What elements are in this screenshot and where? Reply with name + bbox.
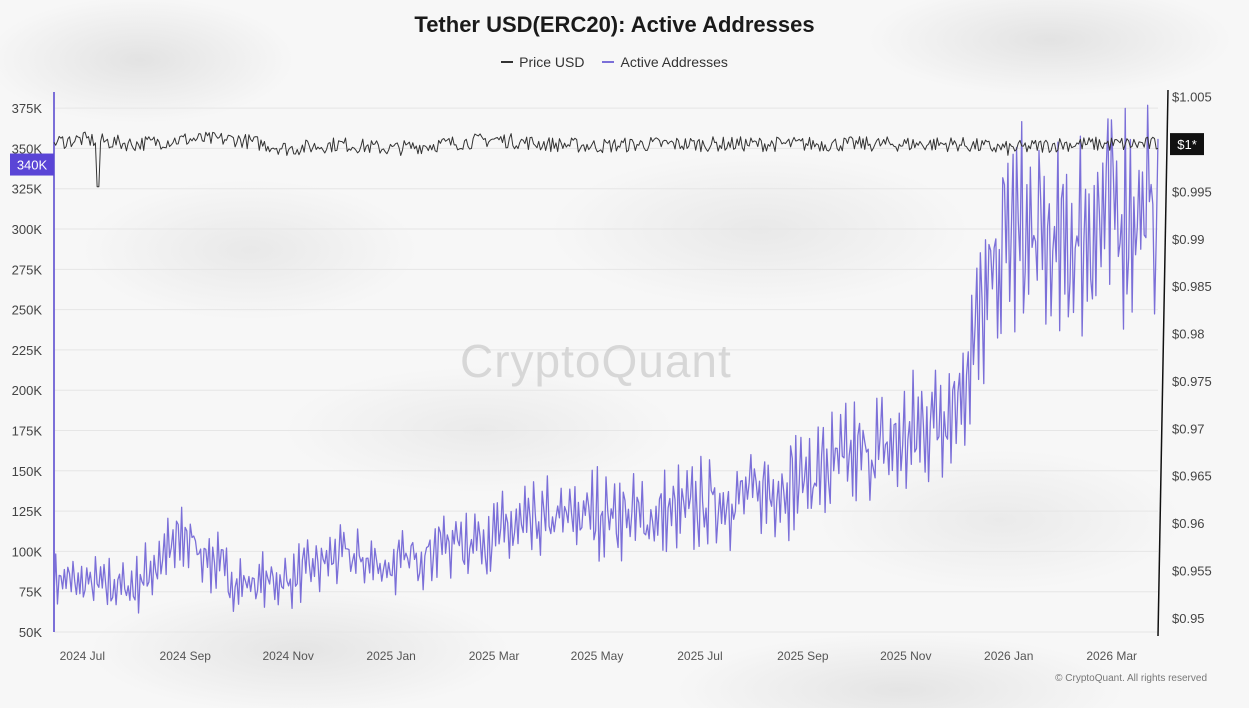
y-left-tick-label: 50K bbox=[19, 625, 42, 640]
y-left-tick-label: 100K bbox=[12, 544, 43, 559]
x-tick-label: 2024 Nov bbox=[262, 649, 313, 663]
y-right-tick-label: $0.99 bbox=[1172, 232, 1205, 247]
y-right-tick-label: $0.95 bbox=[1172, 611, 1205, 626]
x-tick-label: 2026 Mar bbox=[1086, 649, 1137, 663]
y-right-tick-label: $0.955 bbox=[1172, 563, 1212, 578]
series-price-usd-line bbox=[53, 131, 1159, 188]
legend: Price USD Active Addresses bbox=[0, 54, 1229, 70]
y-left-tick-label: 150K bbox=[12, 464, 43, 479]
y-right-tick-label: $0.96 bbox=[1172, 516, 1205, 531]
y-right-tick-label: $1.005 bbox=[1172, 90, 1212, 105]
y-left-tick-label: 350K bbox=[12, 141, 43, 156]
chart-title: Tether USD(ERC20): Active Addresses bbox=[414, 12, 815, 37]
legend-label-price: Price USD bbox=[519, 54, 585, 70]
watermark: CryptoQuant bbox=[460, 335, 732, 387]
current-value-badge-right bbox=[1170, 133, 1204, 156]
legend-item-active-addresses[interactable]: Active Addresses bbox=[602, 54, 728, 70]
y-right-tick-label: $0.98 bbox=[1172, 327, 1205, 342]
x-tick-label: 2025 Jul bbox=[677, 649, 722, 663]
x-tick-label: 2024 Sep bbox=[160, 649, 212, 663]
y-left-tick-label: 200K bbox=[12, 383, 43, 398]
x-tick-label: 2025 Nov bbox=[880, 649, 931, 663]
legend-item-price[interactable]: Price USD bbox=[501, 54, 584, 70]
legend-label-active-addresses: Active Addresses bbox=[620, 54, 728, 70]
copyright: © CryptoQuant. All rights reserved bbox=[1055, 673, 1207, 684]
y-left-tick-label: 275K bbox=[12, 262, 43, 277]
x-tick-label: 2025 May bbox=[571, 649, 624, 663]
y-left-tick-label: 225K bbox=[12, 343, 43, 358]
y-right-tick-label: $0.995 bbox=[1172, 184, 1212, 199]
y-right-tick-label: $0.97 bbox=[1172, 421, 1205, 436]
current-value-badge-left bbox=[10, 153, 54, 176]
y-right-tick-label: $0.965 bbox=[1172, 469, 1212, 484]
current-value-label-right: $1* bbox=[1177, 137, 1197, 152]
current-value-label-left: 340K bbox=[17, 158, 48, 173]
y-left-tick-label: 325K bbox=[12, 182, 43, 197]
series-active-addresses-line bbox=[53, 104, 1159, 614]
x-tick-label: 2025 Sep bbox=[777, 649, 829, 663]
x-tick-label: 2024 Jul bbox=[60, 649, 105, 663]
y-left-tick-label: 250K bbox=[12, 303, 43, 318]
x-tick-label: 2025 Mar bbox=[469, 649, 520, 663]
legend-swatch-price bbox=[501, 61, 514, 63]
legend-swatch-active-addresses bbox=[602, 61, 615, 63]
y-left-tick-label: 175K bbox=[12, 424, 43, 439]
x-tick-label: 2025 Jan bbox=[366, 649, 415, 663]
y-left-tick-label: 300K bbox=[12, 222, 43, 237]
y-right-axis bbox=[1157, 89, 1169, 637]
x-tick-label: 2026 Jan bbox=[984, 649, 1033, 663]
y-right-tick-label: $0.985 bbox=[1172, 279, 1212, 294]
y-left-tick-label: 375K bbox=[12, 101, 43, 116]
y-left-tick-label: 75K bbox=[19, 585, 42, 600]
y-right-tick-label: $0.975 bbox=[1172, 374, 1212, 389]
y-left-tick-label: 125K bbox=[12, 504, 43, 519]
